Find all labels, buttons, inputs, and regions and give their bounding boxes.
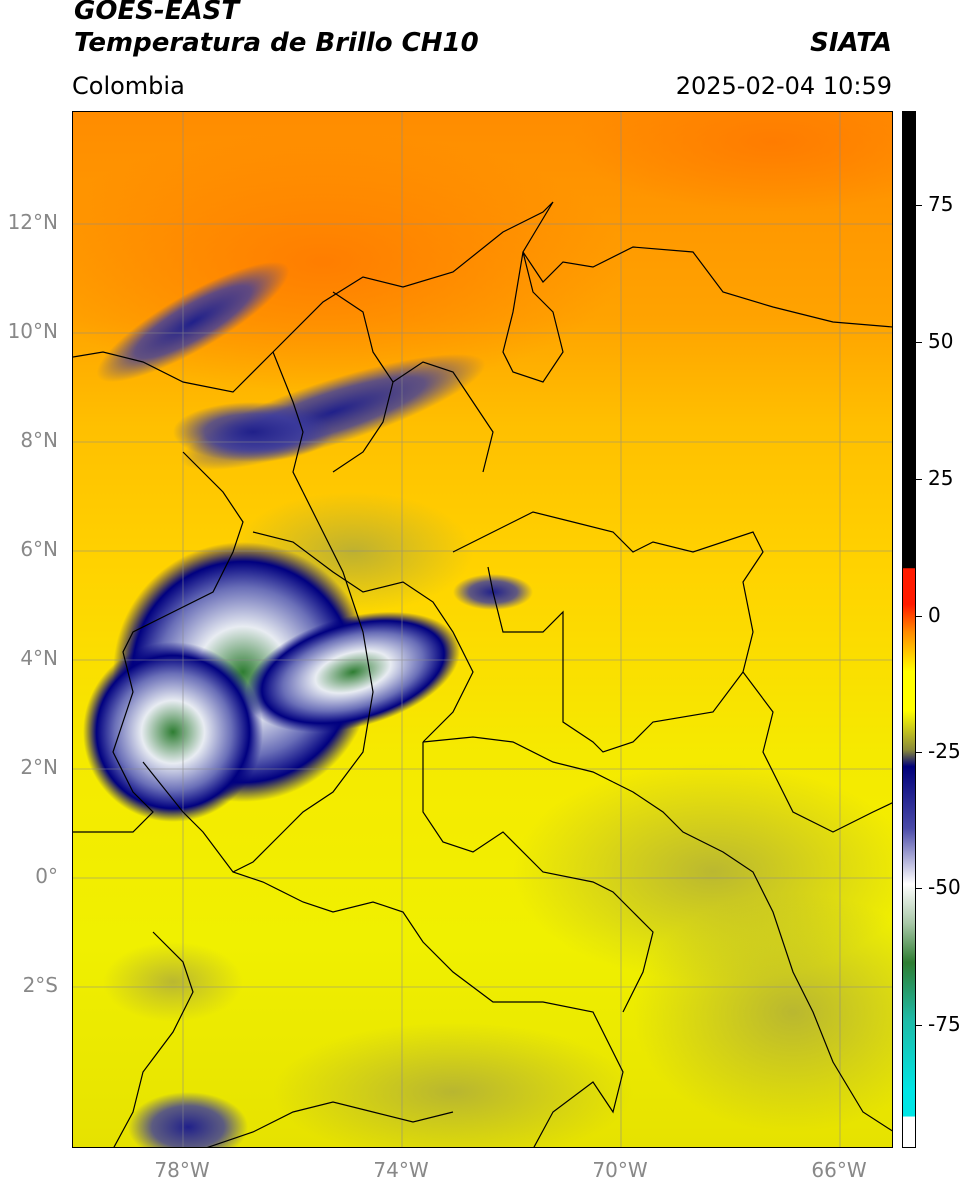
datetime-label: 2025-02-04 10:59	[675, 72, 892, 100]
colorbar-tick-mark	[916, 888, 922, 889]
colorbar-tick-mark	[916, 479, 922, 480]
colorbar-tick-mark	[916, 752, 922, 753]
colorbar-tick-mark	[916, 342, 922, 343]
colorbar-label-50: 50	[928, 329, 954, 353]
lon-tick-70w: 70°W	[592, 1158, 648, 1182]
temperature-colorbar	[902, 111, 916, 1148]
lon-tick-66w: 66°W	[811, 1158, 867, 1182]
colorbar-tick-mark	[916, 616, 922, 617]
cold-cloud-bands	[96, 261, 533, 1147]
lat-tick-12n: 12°N	[7, 210, 58, 234]
title-line-2: Temperatura de Brillo CH10	[74, 28, 479, 58]
deep-convection	[83, 542, 461, 822]
colorbar-label-minus50: -50	[928, 875, 961, 899]
lon-tick-78w: 78°W	[154, 1158, 210, 1182]
colorbar-label-minus75: -75	[928, 1012, 961, 1036]
colorbar-label-minus25: -25	[928, 739, 961, 763]
title-line-1: GOES-EAST	[74, 0, 240, 26]
lat-tick-0: 0°	[35, 864, 58, 888]
colorbar-tick-mark	[916, 1025, 922, 1026]
lat-tick-10n: 10°N	[7, 319, 58, 343]
source-label: SIATA	[810, 28, 892, 58]
lat-tick-8n: 8°N	[20, 428, 58, 452]
satellite-map[interactable]	[72, 111, 893, 1148]
lat-tick-2s: 2°S	[22, 973, 58, 997]
lat-tick-6n: 6°N	[20, 537, 58, 561]
lat-tick-4n: 4°N	[20, 646, 58, 670]
colorbar-tick-mark	[916, 205, 922, 206]
colorbar-label-75: 75	[928, 192, 954, 216]
map-canvas	[73, 112, 892, 1147]
olive-haze	[103, 492, 892, 1147]
coastlines-borders	[73, 201, 892, 1147]
lat-tick-2n: 2°N	[20, 755, 58, 779]
colorbar-label-25: 25	[928, 466, 954, 490]
lon-tick-74w: 74°W	[373, 1158, 429, 1182]
gridlines	[73, 112, 892, 1147]
colorbar-label-0: 0	[928, 603, 941, 627]
region-label: Colombia	[72, 72, 185, 100]
